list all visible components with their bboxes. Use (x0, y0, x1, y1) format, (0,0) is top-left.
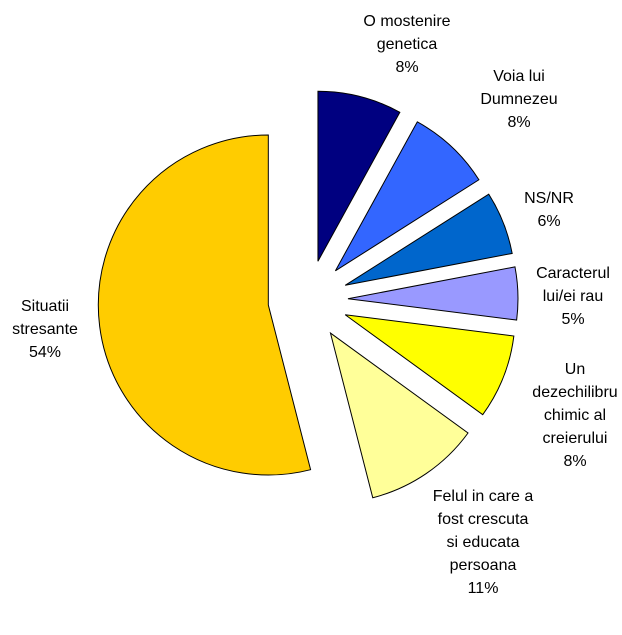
slice-label: Caracterul lui/ei rau 5% (523, 262, 622, 331)
percent-label: 8% (507, 114, 531, 131)
category-name: NS/NR (524, 190, 574, 207)
percent-label: 54% (28, 344, 62, 361)
slice-label: NS/NR 6% (509, 187, 589, 233)
pie-slice (344, 193, 513, 286)
pie-slice (329, 331, 469, 499)
percent-label: 11% (467, 580, 499, 597)
pie-slice (344, 314, 515, 416)
pie-slice (97, 134, 312, 476)
category-name: Situatii stresante (12, 298, 78, 338)
slice-label: Voia lui Dumnezeu 8% (464, 65, 574, 134)
pie-slice (347, 266, 519, 321)
slice-label: Situatii stresante 54% (0, 295, 90, 364)
category-name: Voia lui Dumnezeu (480, 68, 558, 108)
pie-slice (334, 121, 480, 272)
percent-label: 6% (537, 213, 561, 230)
category-name: Felul in care a fost crescuta si educata… (432, 488, 534, 574)
slice-label: O mostenire genetica 8% (342, 10, 472, 79)
slice-label: Un dezechilibru chimic al creierului 8% (525, 358, 622, 473)
percent-label: 8% (563, 453, 587, 470)
category-name: O mostenire genetica (363, 13, 451, 53)
percent-label: 8% (395, 59, 419, 76)
category-name: Un dezechilibru chimic al creierului (532, 361, 618, 447)
category-name: Caracterul lui/ei rau (536, 265, 610, 305)
percent-label: 5% (561, 311, 585, 328)
pie-slice (317, 90, 401, 262)
slice-label: Felul in care a fost crescuta si educata… (430, 485, 536, 600)
